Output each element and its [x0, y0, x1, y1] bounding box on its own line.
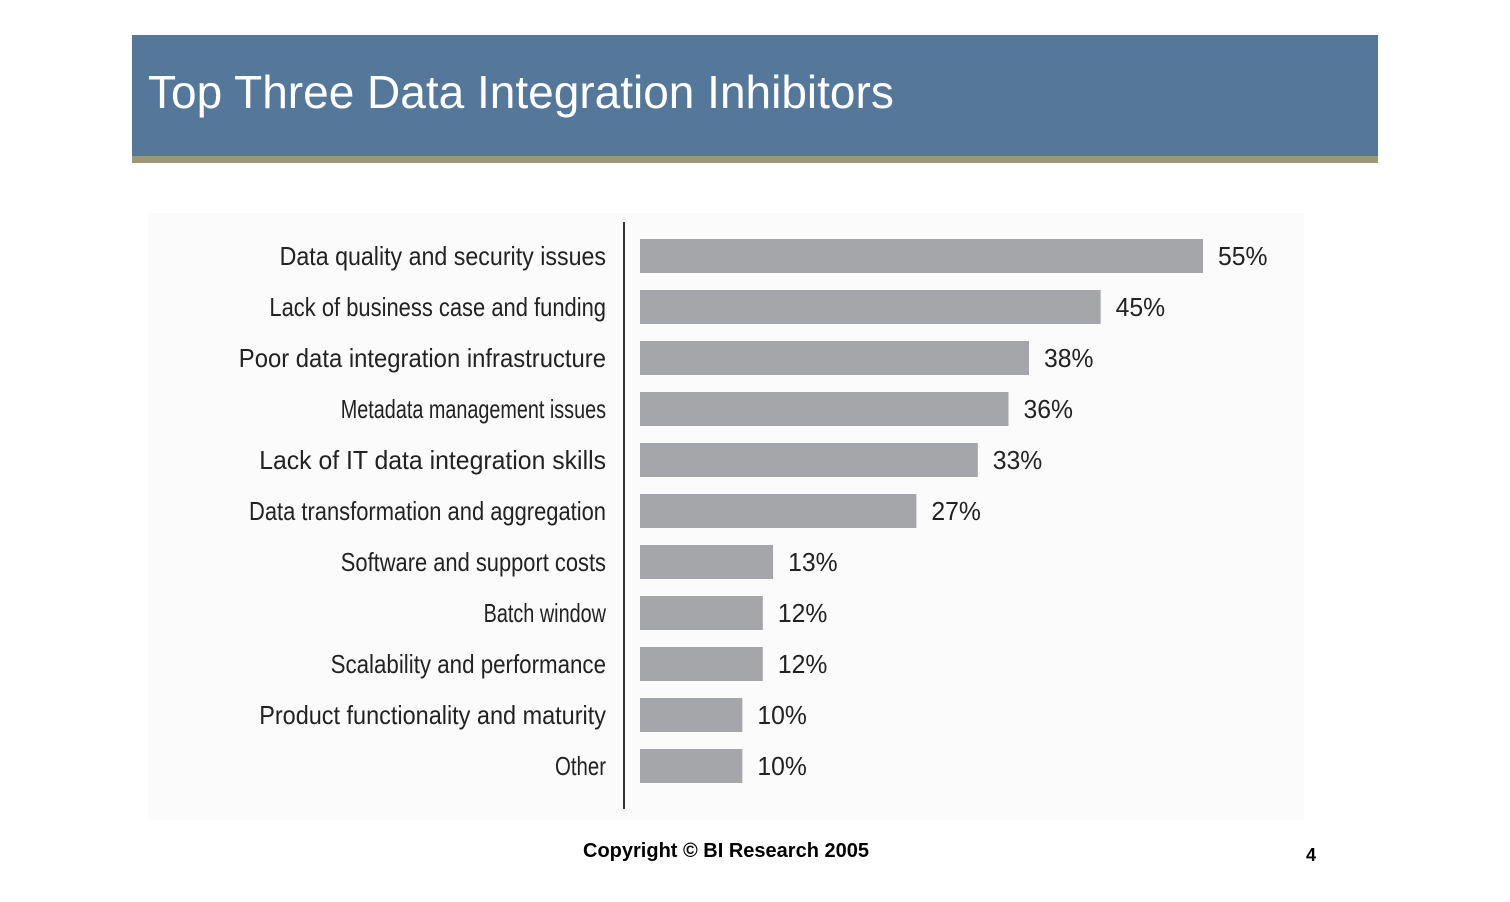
copyright-footer: Copyright © BI Research 2005 [583, 840, 869, 862]
chart-panel: Data quality and security issues 55% Lack … [148, 213, 1304, 820]
data-label: 10% [757, 700, 807, 730]
bar [640, 290, 1101, 324]
data-label: 38% [1044, 343, 1094, 373]
bar [640, 698, 743, 732]
data-label: 45% [1116, 292, 1166, 322]
page-number: 4 [1306, 845, 1317, 865]
title-bar: Top Three Data Integration Inhibitors [132, 35, 1378, 163]
bar [640, 239, 1203, 273]
category-label: Batch window [484, 598, 607, 628]
category-label: Data transformation and aggregation [249, 496, 606, 526]
category-label: Lack of business case and funding [269, 292, 606, 322]
bar [640, 392, 1009, 426]
bar [640, 341, 1029, 375]
bar [640, 545, 774, 579]
category-label: Data quality and security issues [280, 241, 606, 271]
data-label: 13% [788, 547, 838, 577]
data-label: 55% [1218, 241, 1268, 271]
data-label: 27% [931, 496, 981, 526]
category-label: Product functionality and maturity [259, 700, 606, 730]
data-label: 33% [993, 445, 1043, 475]
category-label: Lack of IT data integration skills [259, 445, 606, 475]
data-label: 36% [1024, 394, 1073, 424]
category-label: Scalability and performance [331, 649, 606, 679]
bar [640, 443, 978, 477]
slide-title: Top Three Data Integration Inhibitors [148, 66, 894, 118]
bar [640, 596, 763, 630]
data-label: 12% [778, 598, 828, 628]
data-label: 12% [778, 649, 828, 679]
category-label: Other [555, 751, 606, 781]
category-label: Software and support costs [341, 547, 606, 577]
bar [640, 494, 917, 528]
category-label: Metadata management issues [341, 394, 606, 424]
bar [640, 647, 763, 681]
category-label: Poor data integration infrastructure [239, 343, 606, 373]
bar-chart: Data quality and security issues 55% Lack … [239, 222, 1268, 809]
bar [640, 749, 743, 783]
data-label: 10% [757, 751, 807, 781]
